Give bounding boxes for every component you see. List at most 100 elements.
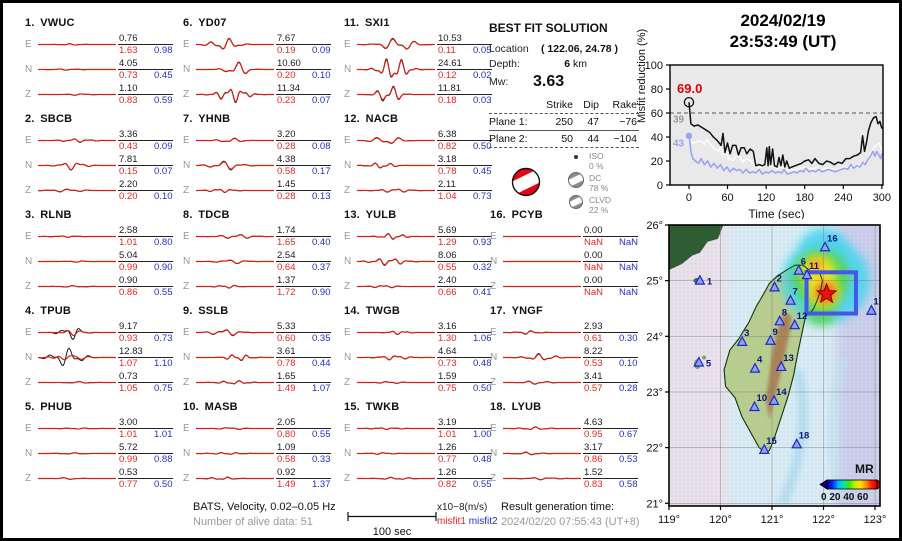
amplitude-value: 0.53 [118,467,173,479]
svg-text:22°: 22° [646,443,663,455]
trace-row-N: N 4.05 0.73 0.45 [25,57,173,82]
misfit1-value: 0.60 [277,333,296,344]
trace-row-N: N 7.81 0.15 0.07 [25,153,173,178]
svg-text:0: 0 [686,192,692,204]
waveform-trace-E [196,329,274,337]
misfit2-value: 0.90 [312,287,331,298]
misfit2-value: 0.55 [312,429,331,440]
amplitude-value: 12.83 [118,346,173,358]
component-label: N [25,64,33,75]
station-title: 5. PHUB [25,401,73,413]
trace-row-Z: Z 0.00 NaN NaN [490,274,639,299]
svg-text:25°: 25° [646,276,663,288]
amplitude-value: 3.41 [583,371,638,383]
misfit2-value: 0.09 [312,45,331,56]
station-title: 17. YNGF [490,305,543,317]
amplitude-value: 3.00 [118,417,173,429]
fit-values: 5.04 0.99 0.90 [118,250,173,273]
station-block-TWGB: 14. TWGB E 3.16 1.30 1.06 N 4.64 0.73 0.48 Z 1.59 0… [344,305,492,395]
misfit1-value: 0.19 [277,45,296,56]
trace-row-E: E 6.38 0.82 0.50 [344,128,492,153]
svg-text:8: 8 [782,307,787,318]
data-info-line1: BATS, Velocity, 0.02–0.05 Hz [193,501,336,513]
clvd-label: CLVD [589,195,612,205]
station-block-YHNB: 7. YHNB E 3.20 0.28 0.08 N 4.38 0.58 0.17 Z 1.45 0.… [183,113,331,203]
waveform-trace-E [357,232,435,240]
amplitude-value: 3.16 [437,321,492,333]
fit-values: 11.34 0.23 0.07 [276,83,331,106]
trace-row-E: E 3.36 0.43 0.09 [25,128,173,153]
trace-row-Z: Z 0.73 1.05 0.75 [25,370,173,395]
misfit1-value: 0.93 [119,333,138,344]
station-block-YNGF: 17. YNGF E 2.93 0.61 0.30 N 8.22 0.53 0.10 Z 3.41 0… [490,305,638,395]
station-title: 11. SXI1 [344,17,390,29]
event-datetime: 2024/02/19 23:53:49 (UT) [671,10,895,52]
trace-row-E: E 3.20 0.28 0.08 [183,128,331,153]
misfit1-value: 0.53 [584,358,603,369]
component-label: N [344,256,352,267]
misfit1-value: 1.05 [119,383,138,394]
amplitude-value: 7.81 [118,154,173,166]
station-title: 16. PCYB [490,209,543,221]
fit-values: 6.38 0.82 0.50 [437,129,492,152]
trace-row-E: E 4.63 0.95 0.67 [490,416,638,441]
amplitude-value: 5.33 [276,321,331,333]
amplitude-value: 1.37 [276,275,331,287]
fit-values: 4.38 0.58 0.17 [276,154,331,177]
component-label: Z [490,281,497,292]
fit-values: 2.05 0.80 0.55 [276,417,331,440]
misfit2-value: 0.05 [473,45,492,56]
fit-values: 0.90 0.86 0.55 [118,275,173,298]
fit-values: 1.74 1.65 0.40 [276,225,331,248]
amplitude-value: 2.20 [118,179,173,191]
amplitude-value: 1.10 [118,83,173,95]
location-value: ( 122.06, 24.78 ) [541,43,619,55]
fit-values: 5.33 0.60 0.35 [276,321,331,344]
component-label: Z [183,377,190,388]
misfit1-value: 1.29 [438,237,457,248]
station-title: 14. TWGB [344,305,400,317]
component-label: Z [344,89,351,100]
svg-text:6: 6 [801,257,806,268]
svg-text:119°: 119° [658,514,680,526]
svg-text:1: 1 [707,277,713,288]
misfit1-value: 1.72 [277,287,296,298]
trace-row-N: N 5.04 0.99 0.90 [25,249,173,274]
data-info-line2: Number of alive data: 51 [193,516,313,528]
result-time-value: 2024/02/20 07:55:43 (UT+8) [501,516,640,528]
waveform-trace-Z [196,188,274,194]
misfit1-value: 1.63 [119,45,138,56]
amplitude-units: x10−8(m/s) [437,502,488,513]
component-label: N [183,448,191,459]
svg-text:5: 5 [706,358,712,369]
misfit2-value: 0.88 [154,454,173,465]
trace-row-Z: Z 2.20 0.20 0.10 [25,178,173,203]
waveform-trace-N [196,61,274,75]
trace-row-Z: Z 0.53 0.77 0.50 [25,466,173,491]
component-label: E [344,423,351,434]
svg-text:0: 0 [657,180,663,192]
fit-values: 4.05 0.73 0.45 [118,58,173,81]
misfit1-value: 0.86 [119,287,138,298]
misfit1-value: 1.04 [438,191,457,202]
fit-values: 2.40 0.66 0.41 [437,275,492,298]
misfit2-value: 1.00 [473,429,492,440]
fit-values: 0.00 NaN NaN [583,250,639,273]
depth-label: Depth: [489,58,520,70]
fit-values: 0.92 1.49 1.37 [276,467,331,490]
misfit2-value: 0.10 [312,70,331,81]
waveform-trace-Z [38,380,116,384]
amplitude-value: 0.76 [118,33,173,45]
map-station-triangle-12 [789,318,801,330]
waveform-trace-N [38,162,116,171]
misfit1-value: 0.61 [584,333,603,344]
dc-beachball-icon [567,172,585,188]
map-station-triangle-14 [768,394,780,405]
svg-text:18: 18 [799,430,810,441]
trace-row-E: E 1.74 1.65 0.40 [183,224,331,249]
component-label: Z [25,473,32,484]
svg-text:21°: 21° [646,498,663,510]
component-label: Z [25,281,32,292]
component-label: N [490,448,498,459]
component-label: Z [25,377,32,388]
